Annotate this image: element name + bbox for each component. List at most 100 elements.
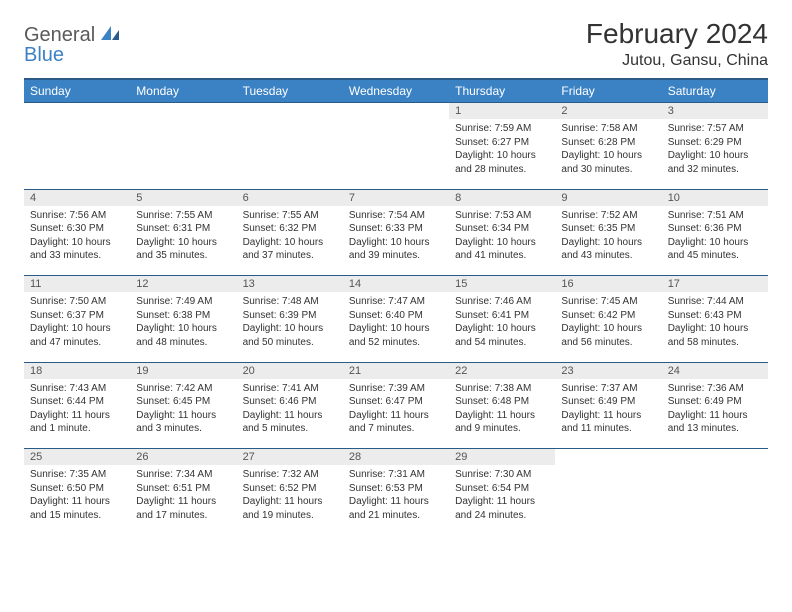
day-number-cell: 22 xyxy=(449,362,555,379)
page-title: February 2024 xyxy=(586,18,768,50)
day-content-cell xyxy=(662,465,768,535)
day-content: Sunrise: 7:39 AMSunset: 6:47 PMDaylight:… xyxy=(343,379,449,438)
day-number: 21 xyxy=(343,363,449,379)
day-number: 24 xyxy=(662,363,768,379)
day-number-cell: 2 xyxy=(555,103,661,120)
logo-text-blue: Blue xyxy=(24,44,64,66)
day-number: 17 xyxy=(662,276,768,292)
day-number: 27 xyxy=(237,449,343,465)
day-content: Sunrise: 7:52 AMSunset: 6:35 PMDaylight:… xyxy=(555,206,661,265)
day-number-cell: 18 xyxy=(24,362,130,379)
day-number-cell xyxy=(130,103,236,120)
day-number: 3 xyxy=(662,103,768,119)
day-content-cell: Sunrise: 7:52 AMSunset: 6:35 PMDaylight:… xyxy=(555,206,661,276)
day-number-cell: 9 xyxy=(555,189,661,206)
day-content-cell: Sunrise: 7:45 AMSunset: 6:42 PMDaylight:… xyxy=(555,292,661,362)
day-content: Sunrise: 7:38 AMSunset: 6:48 PMDaylight:… xyxy=(449,379,555,438)
day-content: Sunrise: 7:42 AMSunset: 6:45 PMDaylight:… xyxy=(130,379,236,438)
day-number: 7 xyxy=(343,190,449,206)
calendar-week-numbers: 2526272829 xyxy=(24,449,768,466)
day-content: Sunrise: 7:59 AMSunset: 6:27 PMDaylight:… xyxy=(449,119,555,178)
day-number-cell: 5 xyxy=(130,189,236,206)
day-content: Sunrise: 7:51 AMSunset: 6:36 PMDaylight:… xyxy=(662,206,768,265)
day-content-cell: Sunrise: 7:34 AMSunset: 6:51 PMDaylight:… xyxy=(130,465,236,535)
day-content: Sunrise: 7:47 AMSunset: 6:40 PMDaylight:… xyxy=(343,292,449,351)
day-content-cell xyxy=(24,119,130,189)
day-number: 6 xyxy=(237,190,343,206)
day-number-cell xyxy=(343,103,449,120)
day-number-cell: 26 xyxy=(130,449,236,466)
day-number-cell: 19 xyxy=(130,362,236,379)
day-content-cell: Sunrise: 7:41 AMSunset: 6:46 PMDaylight:… xyxy=(237,379,343,449)
day-number-cell: 11 xyxy=(24,276,130,293)
weekday-header: Saturday xyxy=(662,79,768,103)
title-block: February 2024 Jutou, Gansu, China xyxy=(586,18,768,70)
day-content-cell xyxy=(237,119,343,189)
day-number: 28 xyxy=(343,449,449,465)
day-number-cell: 29 xyxy=(449,449,555,466)
day-number-cell: 7 xyxy=(343,189,449,206)
day-number-cell: 23 xyxy=(555,362,661,379)
day-number: 14 xyxy=(343,276,449,292)
day-number xyxy=(24,103,130,119)
calendar-table: SundayMondayTuesdayWednesdayThursdayFrid… xyxy=(24,78,768,535)
day-content: Sunrise: 7:53 AMSunset: 6:34 PMDaylight:… xyxy=(449,206,555,265)
day-content: Sunrise: 7:32 AMSunset: 6:52 PMDaylight:… xyxy=(237,465,343,524)
day-number: 10 xyxy=(662,190,768,206)
day-content: Sunrise: 7:55 AMSunset: 6:31 PMDaylight:… xyxy=(130,206,236,265)
calendar-header-row: SundayMondayTuesdayWednesdayThursdayFrid… xyxy=(24,79,768,103)
day-number-cell: 4 xyxy=(24,189,130,206)
weekday-header: Wednesday xyxy=(343,79,449,103)
day-content-cell: Sunrise: 7:50 AMSunset: 6:37 PMDaylight:… xyxy=(24,292,130,362)
day-content: Sunrise: 7:46 AMSunset: 6:41 PMDaylight:… xyxy=(449,292,555,351)
day-content: Sunrise: 7:35 AMSunset: 6:50 PMDaylight:… xyxy=(24,465,130,524)
day-content-cell: Sunrise: 7:53 AMSunset: 6:34 PMDaylight:… xyxy=(449,206,555,276)
day-number: 11 xyxy=(24,276,130,292)
day-content: Sunrise: 7:44 AMSunset: 6:43 PMDaylight:… xyxy=(662,292,768,351)
day-content-cell: Sunrise: 7:55 AMSunset: 6:31 PMDaylight:… xyxy=(130,206,236,276)
day-number-cell: 10 xyxy=(662,189,768,206)
day-content-cell: Sunrise: 7:57 AMSunset: 6:29 PMDaylight:… xyxy=(662,119,768,189)
day-number: 13 xyxy=(237,276,343,292)
day-content-cell xyxy=(343,119,449,189)
calendar-week-numbers: 45678910 xyxy=(24,189,768,206)
day-content-cell: Sunrise: 7:48 AMSunset: 6:39 PMDaylight:… xyxy=(237,292,343,362)
day-content-cell: Sunrise: 7:38 AMSunset: 6:48 PMDaylight:… xyxy=(449,379,555,449)
day-number: 5 xyxy=(130,190,236,206)
header: General February 2024 Jutou, Gansu, Chin… xyxy=(24,18,768,70)
day-number: 4 xyxy=(24,190,130,206)
day-number-cell: 20 xyxy=(237,362,343,379)
day-content-cell: Sunrise: 7:55 AMSunset: 6:32 PMDaylight:… xyxy=(237,206,343,276)
day-number: 25 xyxy=(24,449,130,465)
day-number: 12 xyxy=(130,276,236,292)
day-content-cell: Sunrise: 7:31 AMSunset: 6:53 PMDaylight:… xyxy=(343,465,449,535)
calendar-week-numbers: 11121314151617 xyxy=(24,276,768,293)
day-number: 29 xyxy=(449,449,555,465)
calendar-week-numbers: 18192021222324 xyxy=(24,362,768,379)
day-content-cell: Sunrise: 7:36 AMSunset: 6:49 PMDaylight:… xyxy=(662,379,768,449)
day-number: 26 xyxy=(130,449,236,465)
day-number-cell: 17 xyxy=(662,276,768,293)
day-number-cell: 21 xyxy=(343,362,449,379)
day-number-cell: 27 xyxy=(237,449,343,466)
day-number: 19 xyxy=(130,363,236,379)
calendar-week-content: Sunrise: 7:43 AMSunset: 6:44 PMDaylight:… xyxy=(24,379,768,449)
day-content-cell: Sunrise: 7:37 AMSunset: 6:49 PMDaylight:… xyxy=(555,379,661,449)
day-content: Sunrise: 7:30 AMSunset: 6:54 PMDaylight:… xyxy=(449,465,555,524)
day-number-cell: 8 xyxy=(449,189,555,206)
calendar-week-content: Sunrise: 7:56 AMSunset: 6:30 PMDaylight:… xyxy=(24,206,768,276)
day-number-cell: 14 xyxy=(343,276,449,293)
day-number-cell xyxy=(237,103,343,120)
day-content-cell: Sunrise: 7:51 AMSunset: 6:36 PMDaylight:… xyxy=(662,206,768,276)
weekday-header: Friday xyxy=(555,79,661,103)
day-number: 18 xyxy=(24,363,130,379)
day-content-cell: Sunrise: 7:46 AMSunset: 6:41 PMDaylight:… xyxy=(449,292,555,362)
day-number xyxy=(662,449,768,465)
day-number-cell xyxy=(555,449,661,466)
day-content: Sunrise: 7:45 AMSunset: 6:42 PMDaylight:… xyxy=(555,292,661,351)
day-content-cell: Sunrise: 7:30 AMSunset: 6:54 PMDaylight:… xyxy=(449,465,555,535)
calendar-week-numbers: 123 xyxy=(24,103,768,120)
day-number: 20 xyxy=(237,363,343,379)
weekday-header: Tuesday xyxy=(237,79,343,103)
day-content: Sunrise: 7:49 AMSunset: 6:38 PMDaylight:… xyxy=(130,292,236,351)
